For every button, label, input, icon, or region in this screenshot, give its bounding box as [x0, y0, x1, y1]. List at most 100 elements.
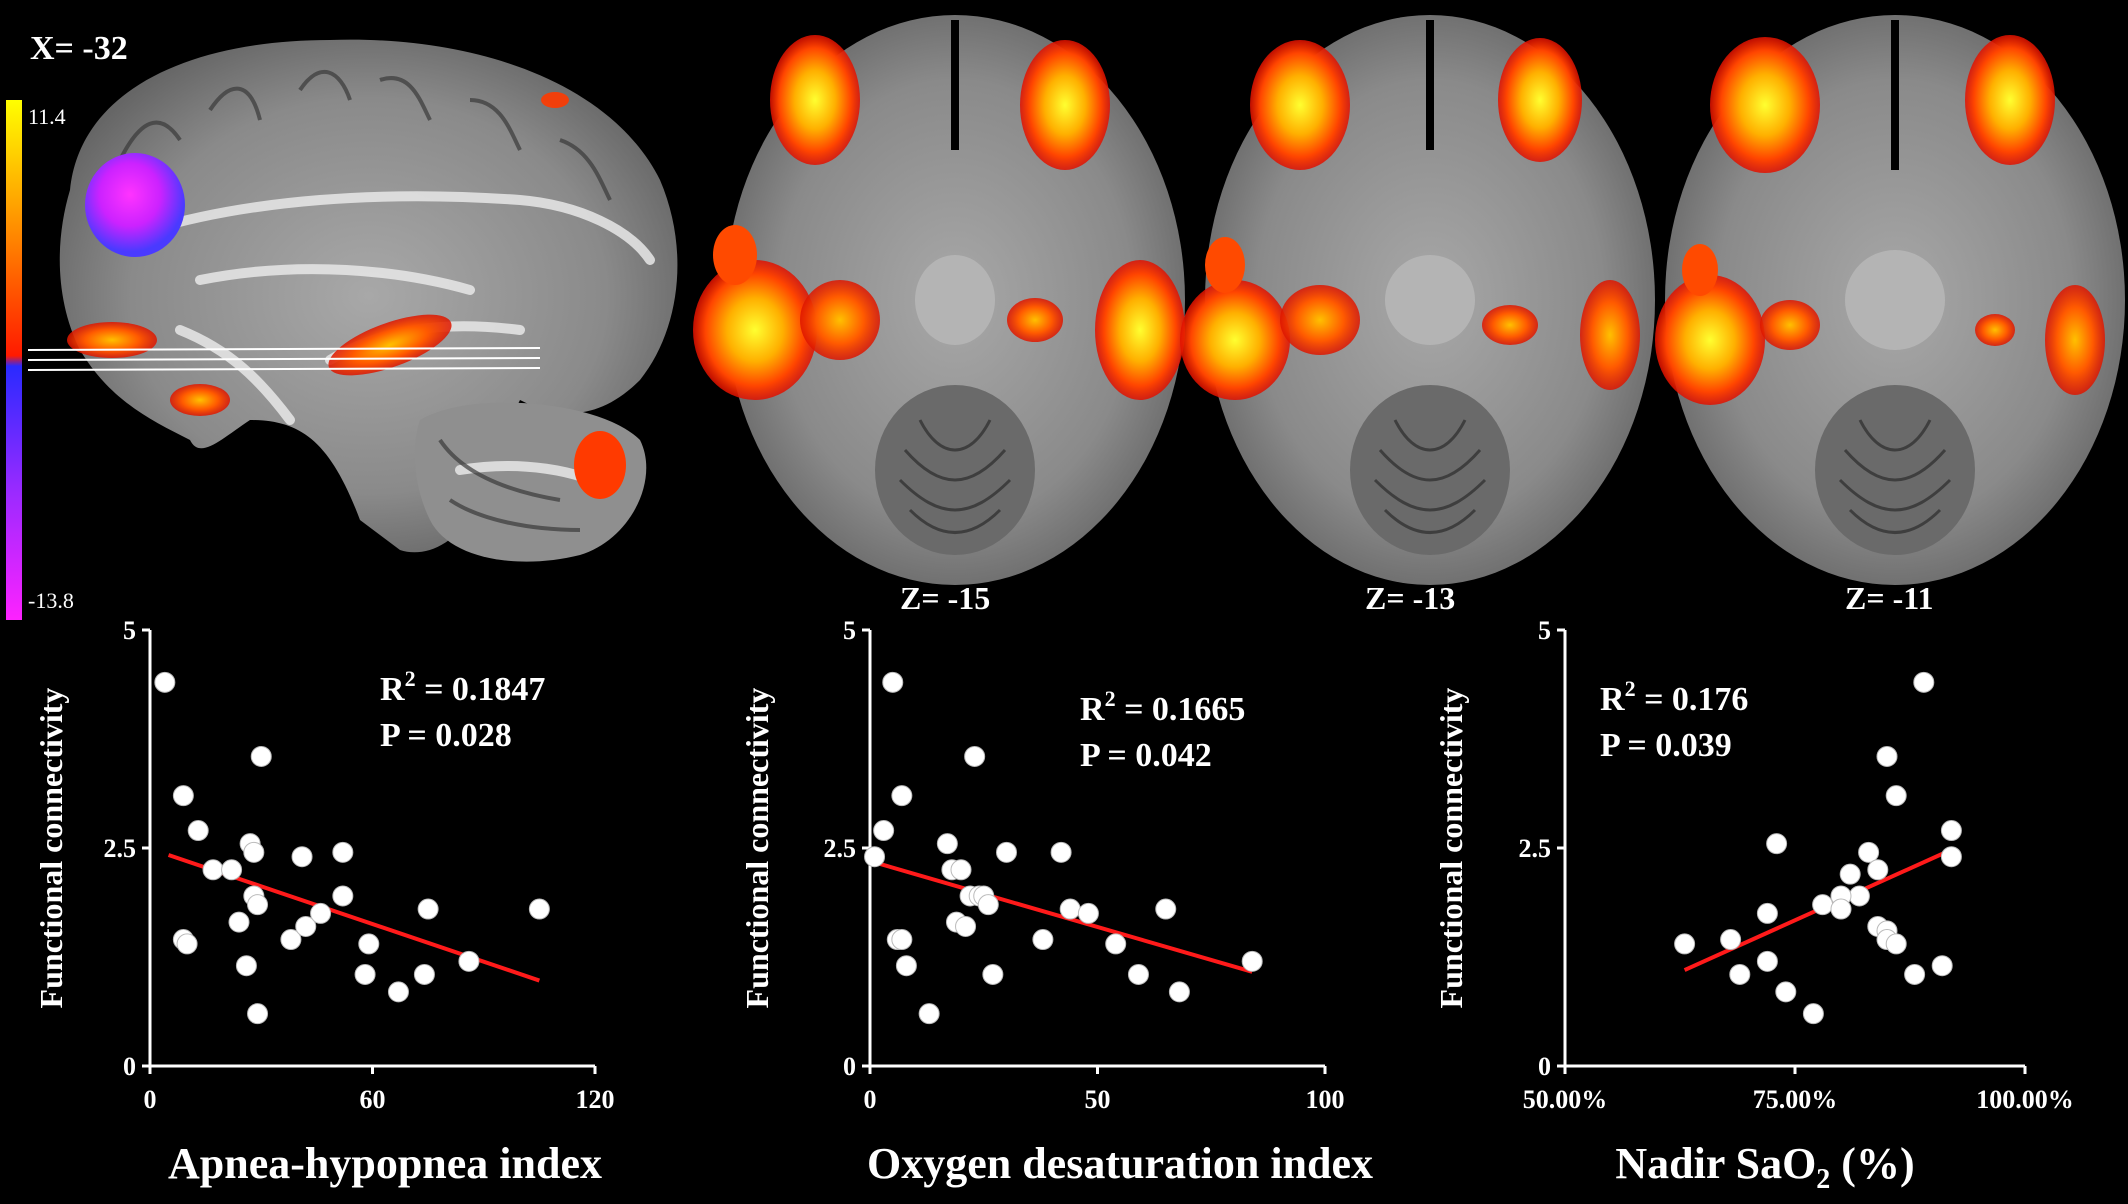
data-point	[1775, 981, 1797, 1003]
data-point	[950, 859, 972, 881]
data-point	[413, 963, 435, 985]
data-point	[202, 859, 224, 881]
r-squared-annotation: R2 = 0.176	[1600, 676, 1748, 718]
data-point	[982, 963, 1004, 985]
data-point	[154, 671, 176, 693]
axial-slice-3	[1655, 15, 2125, 585]
data-point	[1241, 950, 1263, 972]
x-tick-label: 100	[1306, 1085, 1345, 1114]
data-point	[1720, 929, 1742, 951]
y-tick-label: 5	[123, 616, 136, 645]
y-tick-label: 2.5	[104, 834, 137, 863]
data-point	[918, 1003, 940, 1025]
axial-label-3: Z= -11	[1845, 580, 1934, 616]
data-point	[955, 915, 977, 937]
axial-label-1: Z= -15	[900, 580, 991, 616]
r-squared-annotation: R2 = 0.1847	[380, 666, 545, 708]
data-point	[247, 894, 269, 916]
x-tick-label: 100.00%	[1976, 1085, 2074, 1114]
data-point	[873, 820, 895, 842]
data-point	[1077, 902, 1099, 924]
data-point	[891, 785, 913, 807]
data-point	[1848, 885, 1870, 907]
colorbar-min-label: -13.8	[28, 588, 74, 613]
data-point	[1830, 898, 1852, 920]
data-point	[1940, 846, 1962, 868]
data-point	[1756, 950, 1778, 972]
data-point	[247, 1003, 269, 1025]
data-point	[1885, 785, 1907, 807]
data-point	[1729, 963, 1751, 985]
data-point	[176, 933, 198, 955]
x-axis-label: Nadir SaO2 (%)	[1615, 1139, 1914, 1195]
y-axis-label: Functional connectivity	[33, 688, 69, 1009]
axial-slice-2	[1180, 15, 1655, 585]
data-point	[295, 915, 317, 937]
data-point	[895, 955, 917, 977]
y-tick-label: 0	[1538, 1052, 1551, 1081]
data-point	[936, 833, 958, 855]
data-point	[1168, 981, 1190, 1003]
x-axis-label: Apnea-hypopnea index	[168, 1139, 602, 1188]
colorbar	[6, 100, 22, 620]
y-tick-label: 2.5	[824, 834, 857, 863]
data-point	[172, 785, 194, 807]
axial-slice-1	[693, 15, 1185, 585]
data-point	[1931, 955, 1953, 977]
data-point	[250, 745, 272, 767]
x-tick-label: 60	[360, 1085, 386, 1114]
y-tick-label: 5	[1538, 616, 1551, 645]
x-tick-label: 50	[1085, 1085, 1111, 1114]
data-point	[882, 671, 904, 693]
data-point	[891, 929, 913, 951]
data-point	[235, 955, 257, 977]
data-point	[1940, 820, 1962, 842]
data-point	[1050, 841, 1072, 863]
data-point	[996, 841, 1017, 863]
data-point	[221, 859, 243, 881]
data-point	[1766, 833, 1788, 855]
data-point	[1858, 841, 1880, 863]
data-point	[228, 911, 250, 933]
data-point	[1913, 671, 1935, 693]
x-tick-label: 0	[144, 1085, 157, 1114]
sagittal-slice	[27, 39, 678, 562]
data-point	[977, 894, 999, 916]
brain-images	[6, 15, 2125, 620]
data-point	[1802, 1003, 1824, 1025]
data-point	[528, 898, 550, 920]
x-axis-label: Oxygen desaturation index	[867, 1139, 1373, 1188]
x-tick-label: 50.00%	[1523, 1085, 1608, 1114]
y-tick-label: 0	[843, 1052, 856, 1081]
data-point	[1674, 933, 1696, 955]
data-point	[1876, 745, 1898, 767]
data-point	[1867, 859, 1889, 881]
p-value-annotation: P = 0.042	[1080, 737, 1212, 774]
r-squared-annotation: R2 = 0.1665	[1080, 686, 1245, 728]
y-tick-label: 5	[843, 616, 856, 645]
sagittal-label: X= -32	[30, 30, 128, 67]
data-point	[1839, 863, 1861, 885]
data-point	[1885, 933, 1907, 955]
data-point	[387, 981, 409, 1003]
scatter-chart-ahi: 0 2.5 5 0 60 120 Functional connectivity Apnea-…	[33, 616, 615, 1188]
data-point	[1127, 963, 1149, 985]
x-tick-label: 0	[864, 1085, 877, 1114]
scatter-chart-nadir: 0 2.5 5 50.00% 75.00% 100.00% Functional conne…	[1433, 616, 2074, 1195]
p-value-annotation: P = 0.028	[380, 717, 512, 754]
data-point	[1904, 963, 1926, 985]
data-point	[310, 902, 332, 924]
data-point	[291, 846, 313, 868]
y-tick-label: 2.5	[1519, 834, 1552, 863]
data-point	[358, 933, 380, 955]
data-point	[187, 820, 209, 842]
data-point	[332, 841, 354, 863]
data-point	[332, 885, 354, 907]
y-axis-label: Functional connectivity	[1433, 688, 1469, 1009]
data-point	[1155, 898, 1177, 920]
colorbar-max-label: 11.4	[28, 104, 66, 129]
data-point	[1105, 933, 1127, 955]
data-point	[243, 841, 265, 863]
data-point	[280, 929, 302, 951]
